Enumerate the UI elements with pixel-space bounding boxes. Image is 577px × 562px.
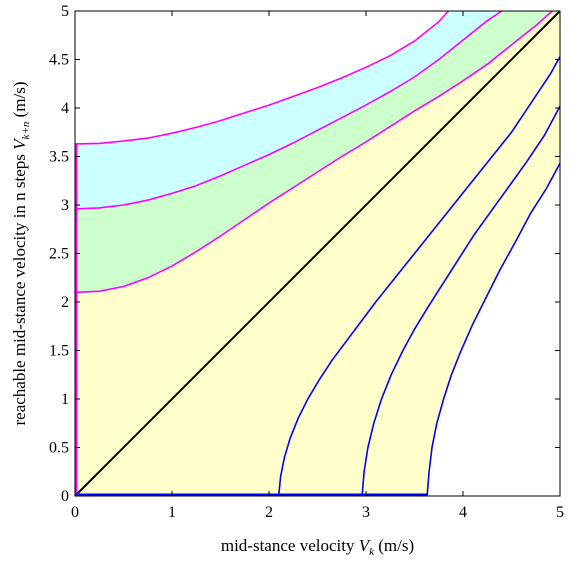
plot-area — [74, 10, 561, 497]
y-tick-label: 3.5 — [49, 149, 69, 166]
axis-ticks — [74, 10, 561, 497]
y-tick-label: 2.5 — [49, 246, 69, 263]
lower-bound-curve-2 — [361, 105, 561, 497]
y-tick-label: 1.5 — [49, 343, 69, 360]
y-axis-label: reachable mid-stance velocity in n steps… — [10, 81, 32, 425]
y-tick-label: 0.5 — [49, 440, 69, 457]
lower-bound-curve-1 — [277, 56, 561, 497]
identity-diagonal-line — [74, 10, 561, 497]
upper-bound-curve-2 — [74, 10, 503, 210]
x-tick-label: 5 — [556, 504, 564, 521]
x-axis-label: mid-stance velocity Vk (m/s) — [221, 536, 414, 558]
x-tick-label: 1 — [168, 504, 176, 521]
x-tick-label: 3 — [362, 504, 370, 521]
y-tick-label: 4 — [61, 100, 69, 117]
x-tick-label: 0 — [71, 504, 79, 521]
x-tick-labels: 0 1 2 3 4 5 — [71, 504, 564, 521]
y-tick-label: 1 — [61, 391, 69, 408]
upper-bound-curve-3 — [74, 10, 553, 294]
y-tick-labels: 0 0.5 1 1.5 2 2.5 3 3.5 4 4.5 5 — [49, 3, 69, 505]
y-tick-label: 2 — [61, 294, 69, 311]
y-tick-label: 3 — [61, 197, 69, 214]
y-tick-label: 5 — [61, 3, 69, 20]
lower-bound-curve-3 — [426, 162, 561, 497]
boundary-curves — [74, 10, 561, 497]
y-tick-label: 4.5 — [49, 52, 69, 69]
y-tick-label: 0 — [61, 488, 69, 505]
x-tick-label: 4 — [459, 504, 467, 521]
x-tick-label: 2 — [265, 504, 273, 521]
upper-bound-curve-1 — [74, 10, 449, 145]
